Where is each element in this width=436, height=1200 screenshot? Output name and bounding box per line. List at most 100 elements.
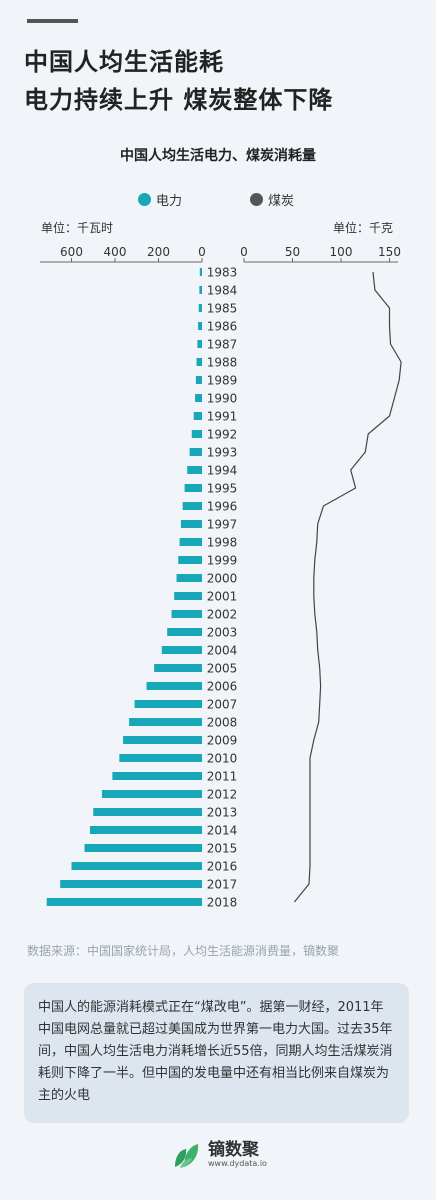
chart-title: 中国人均生活电力、煤炭消耗量 <box>120 148 316 164</box>
legend-electricity-label: 电力 <box>156 194 183 209</box>
electricity-bar <box>60 880 202 888</box>
logo-url: www.dydata.io <box>208 1159 267 1168</box>
year-label: 1984 <box>207 284 238 298</box>
coal-line <box>293 271 402 903</box>
year-label: 1983 <box>207 266 238 280</box>
year-label: 1990 <box>207 392 238 406</box>
note-text: 中国人的能源消耗模式正在“煤改电”。据第一财经，2011年中国电网总量就已超过美… <box>38 1000 393 1103</box>
legend-coal-label: 煤炭 <box>268 194 295 209</box>
electricity-bar <box>187 466 202 474</box>
electricity-bar <box>134 700 202 708</box>
electricity-bar <box>198 322 202 330</box>
year-label: 1989 <box>207 374 238 388</box>
year-label: 1987 <box>207 338 238 352</box>
year-label: 2018 <box>207 896 238 910</box>
left-axis-tick-label: 600 <box>60 245 83 259</box>
year-label: 2003 <box>207 626 238 640</box>
left-axis-tick-label: 400 <box>104 245 127 259</box>
year-label: 1988 <box>207 356 238 370</box>
year-label: 2013 <box>207 806 238 820</box>
electricity-bar <box>146 682 202 690</box>
year-label: 2004 <box>207 644 238 658</box>
year-label: 1986 <box>207 320 238 334</box>
year-label: 2015 <box>207 842 238 856</box>
year-label: 2000 <box>207 572 238 586</box>
electricity-bar <box>174 592 202 600</box>
year-label: 1998 <box>207 536 238 550</box>
year-label: 2014 <box>207 824 238 838</box>
year-label: 2016 <box>207 860 238 874</box>
left-axis-unit: 单位：千瓦时 <box>41 221 114 235</box>
electricity-bar <box>89 826 202 834</box>
logo-name: 镝数聚 <box>208 1140 259 1160</box>
electricity-bar <box>195 376 202 384</box>
headline-line-2: 电力持续上升 煤炭整体下降 <box>24 86 334 114</box>
electricity-bar <box>182 502 202 510</box>
left-axis-tick-label: 200 <box>147 245 170 259</box>
electricity-bar <box>184 484 202 492</box>
year-label: 2006 <box>207 680 238 694</box>
legend-electricity-dot <box>138 193 151 206</box>
year-label: 1994 <box>207 464 238 478</box>
leaf-icon <box>175 1144 199 1168</box>
year-label: 2007 <box>207 698 238 712</box>
electricity-bar <box>112 772 202 780</box>
year-label: 2005 <box>207 662 238 676</box>
right-axis-tick-label: 100 <box>330 245 353 259</box>
electricity-bar <box>71 862 202 870</box>
electricity-bar <box>93 808 202 816</box>
year-label: 2001 <box>207 590 238 604</box>
note-box: 中国人的能源消耗模式正在“煤改电”。据第一财经，2011年中国电网总量就已超过美… <box>24 983 409 1123</box>
electricity-bar <box>167 628 202 636</box>
right-axis-tick-label: 150 <box>378 245 401 259</box>
electricity-bar <box>171 610 202 618</box>
electricity-bar <box>179 538 202 546</box>
electricity-bar <box>180 520 202 528</box>
top-accent-bar <box>27 19 78 23</box>
legend-coal-dot <box>250 193 263 206</box>
electricity-bar <box>129 718 202 726</box>
right-axis-tick-label: 50 <box>285 245 300 259</box>
year-label: 1993 <box>207 446 238 460</box>
chart-svg: 600 400 200 0 0 50 100 150198319841985198619871… <box>40 245 402 910</box>
legend-electricity: 电力 <box>138 190 182 209</box>
year-label: 1985 <box>207 302 238 316</box>
electricity-bar <box>161 646 202 654</box>
electricity-bar <box>119 754 202 762</box>
electricity-bar <box>154 664 202 672</box>
data-source: 数据来源：中国国家统计局，人均生活能源消费量，镝数聚 <box>27 944 340 958</box>
year-label: 1996 <box>207 500 238 514</box>
electricity-bar <box>191 430 202 438</box>
electricity-bar <box>197 340 202 348</box>
year-label: 2010 <box>207 752 238 766</box>
headline-line-1: 中国人均生活能耗 <box>24 48 224 76</box>
right-axis-tick-label: 0 <box>240 245 248 259</box>
right-axis-unit: 单位：千克 <box>333 221 394 235</box>
electricity-bar <box>123 736 202 744</box>
electricity-bar <box>176 574 202 582</box>
year-label: 1995 <box>207 482 238 496</box>
electricity-bar <box>196 358 202 366</box>
electricity-bar <box>199 286 202 294</box>
year-label: 1992 <box>207 428 238 442</box>
year-label: 2012 <box>207 788 238 802</box>
electricity-bar <box>199 268 202 276</box>
legend-coal: 煤炭 <box>250 190 294 209</box>
electricity-bar <box>195 394 202 402</box>
electricity-bar <box>178 556 202 564</box>
brand-logo: 镝数聚 www.dydata.io <box>172 1140 267 1170</box>
electricity-bar <box>84 844 202 852</box>
year-label: 1999 <box>207 554 238 568</box>
electricity-bar <box>46 898 202 906</box>
year-label: 2008 <box>207 716 238 730</box>
electricity-bar <box>101 790 202 798</box>
year-label: 2011 <box>207 770 238 784</box>
year-label: 1991 <box>207 410 238 424</box>
electricity-bar <box>198 304 202 312</box>
year-label: 2002 <box>207 608 238 622</box>
electricity-bar <box>193 412 202 420</box>
left-axis-tick-label: 0 <box>198 245 206 259</box>
electricity-bar <box>189 448 202 456</box>
year-label: 2017 <box>207 878 238 892</box>
year-label: 2009 <box>207 734 238 748</box>
